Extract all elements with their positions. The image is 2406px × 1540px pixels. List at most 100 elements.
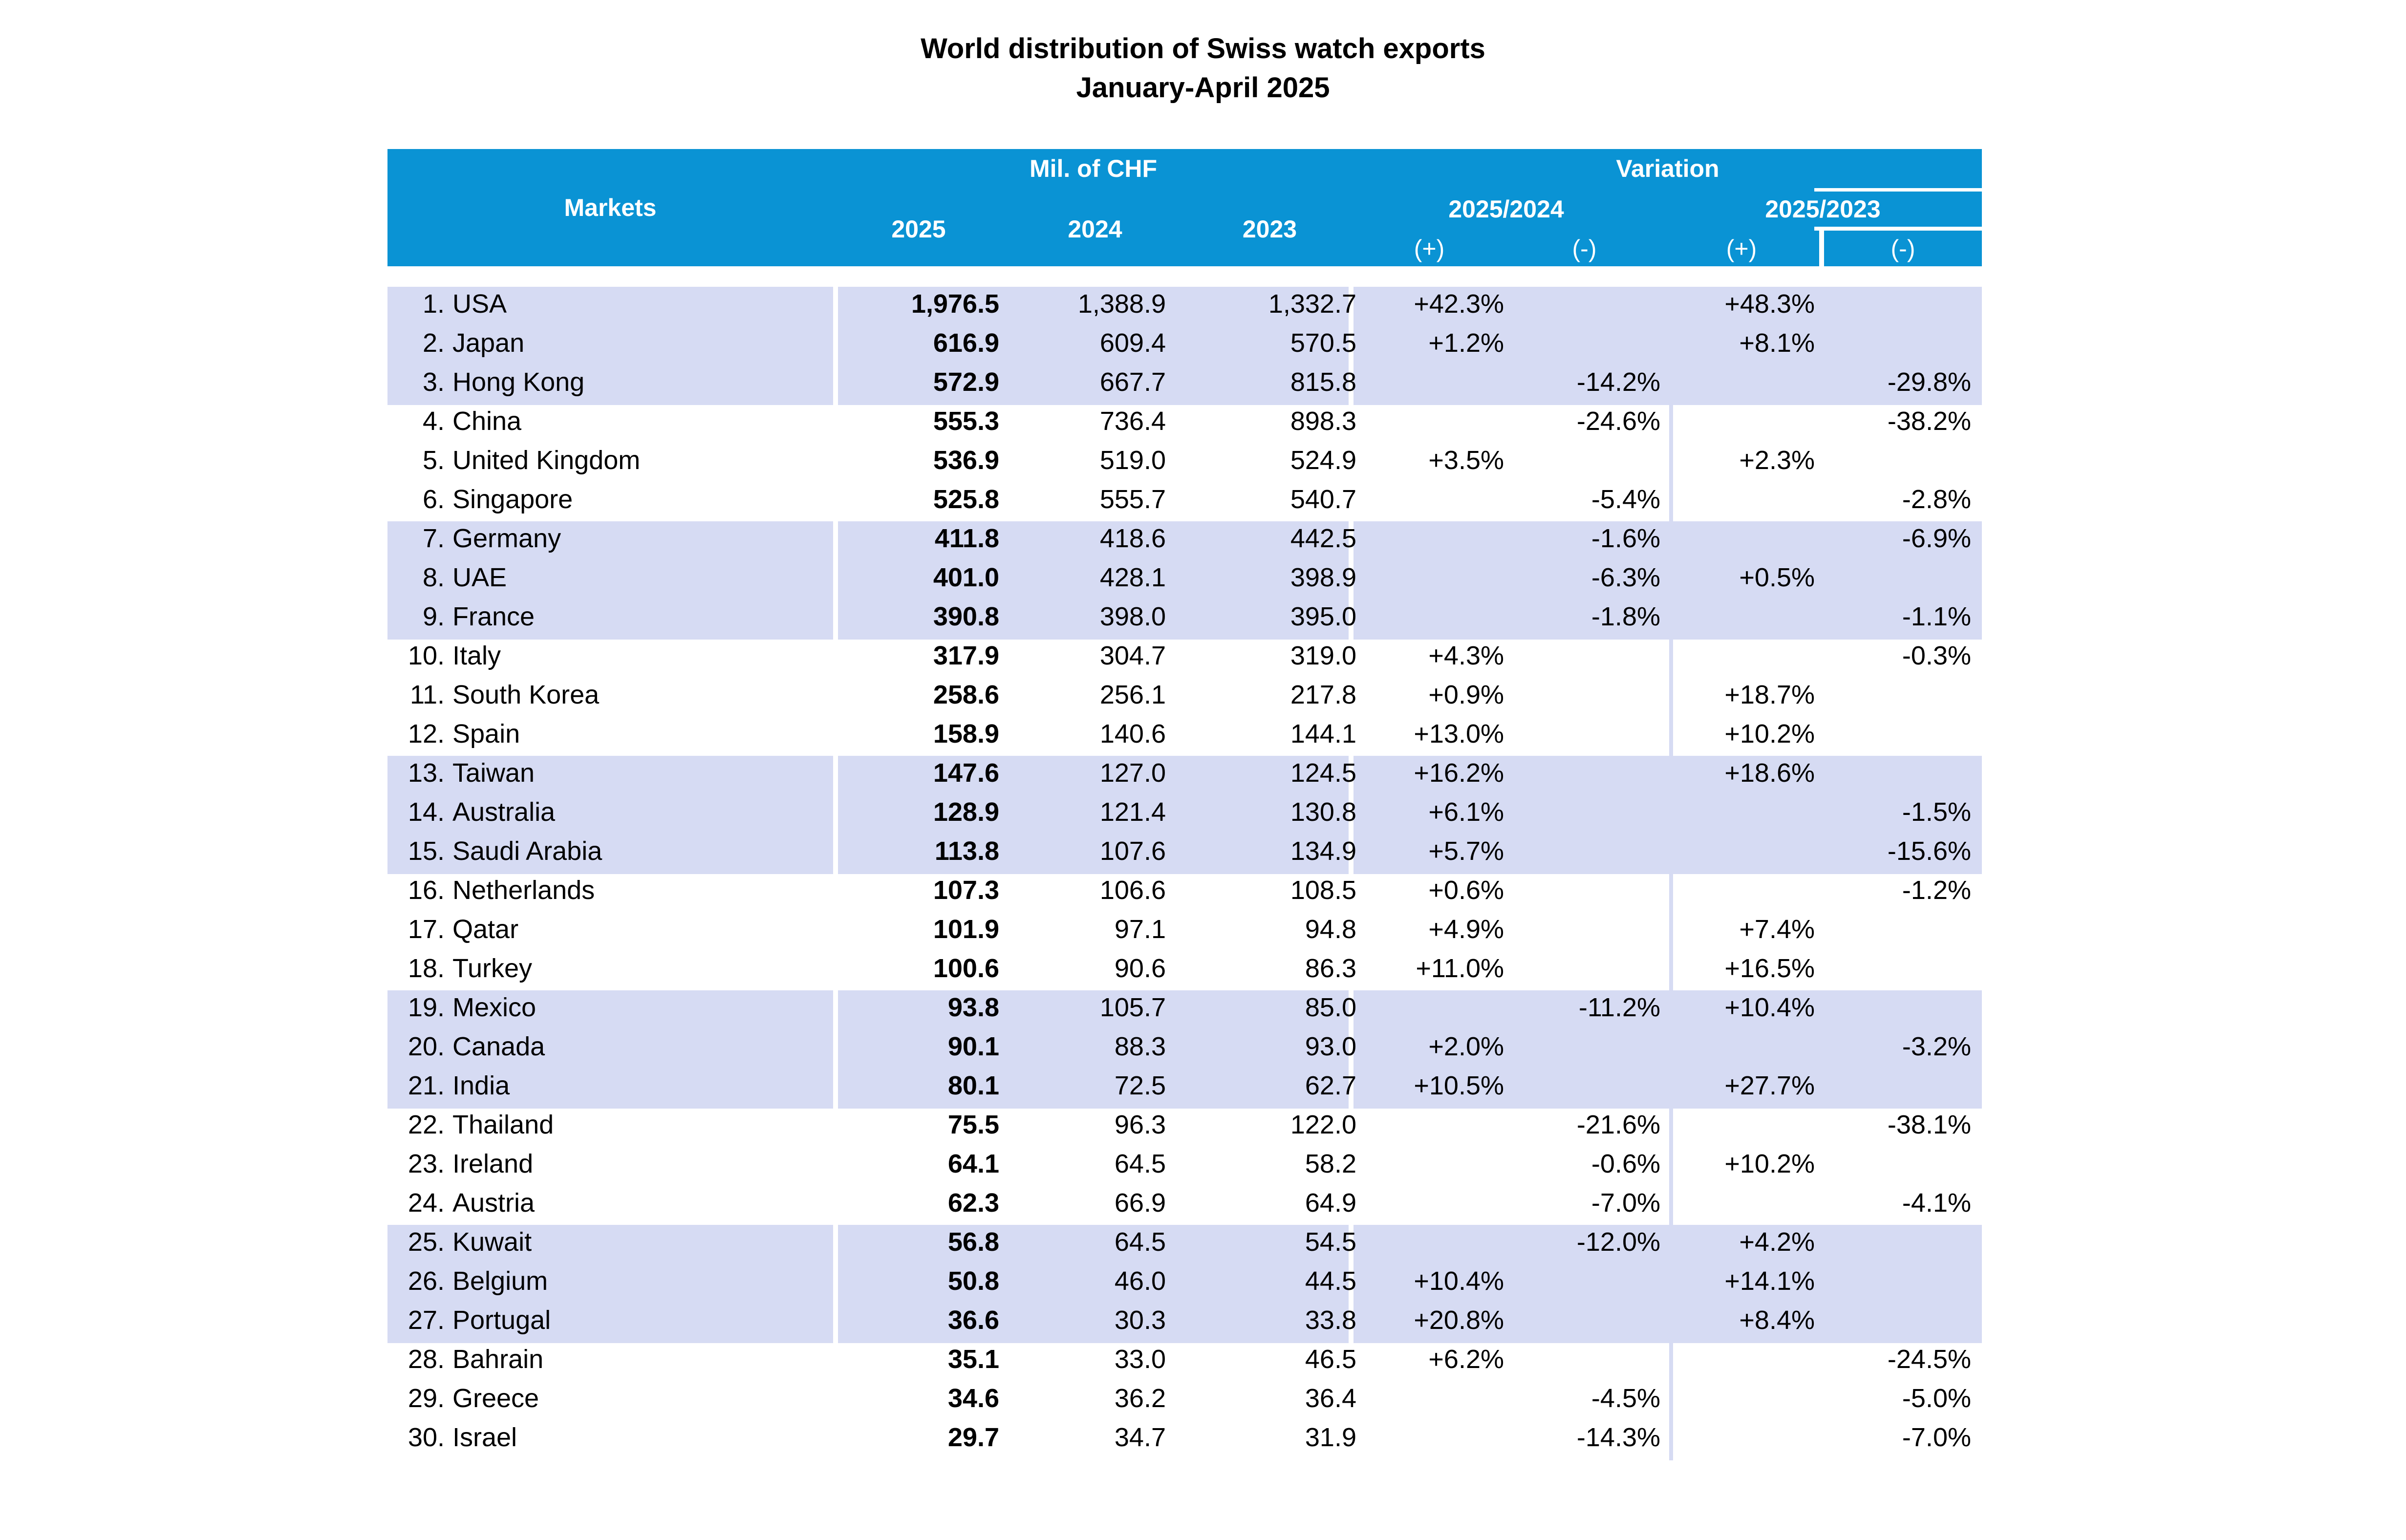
header-minus-2024: (-) [1510,231,1659,266]
row-rank: 9. [422,602,445,631]
variation-2023-minus: -24.5% [1887,1345,1971,1374]
table-row: 27. Portugal 36.6 30.3 33.8 +20.8% +8.4% [387,1301,1982,1340]
value-2024: 609.4 [1099,328,1166,358]
row-rank: 7. [422,524,445,553]
value-2024: 90.6 [1114,954,1166,983]
header-plus-2024: (+) [1353,231,1505,266]
row-market: Mexico [452,993,537,1022]
value-2024: 667.7 [1099,367,1166,397]
value-2025: 525.8 [933,485,999,514]
value-2025: 101.9 [933,915,999,944]
value-2025: 29.7 [947,1423,999,1452]
value-2024: 64.5 [1114,1149,1166,1178]
table-row: 22. Thailand 75.5 96.3 122.0 -21.6% -38.1% [387,1105,1982,1144]
variation-2023-minus: -3.2% [1902,1032,1971,1061]
header-plus-2023: (+) [1664,231,1819,266]
header-var-2025-2024: 2025/2024 [1353,192,1659,227]
value-2025: 80.1 [947,1071,999,1100]
row-band [387,756,1982,874]
variation-2023-minus: -5.0% [1902,1384,1971,1413]
row-market: Taiwan [452,758,535,788]
value-2024: 519.0 [1099,446,1166,475]
row-market: Netherlands [452,876,595,905]
value-2023: 124.5 [1290,758,1356,788]
variation-2024-minus: -0.6% [1591,1149,1660,1178]
table-row: 18. Turkey 100.6 90.6 86.3 +11.0% +16.5% [387,949,1982,988]
value-2023: 319.0 [1290,641,1356,670]
table-row: 29. Greece 34.6 36.2 36.4 -4.5% -5.0% [387,1379,1982,1418]
row-rank: 27. [408,1305,445,1335]
variation-2023-minus [387,441,1971,480]
value-2023: 398.9 [1290,563,1356,592]
variation-2023-plus: +48.3% [1724,289,1815,319]
row-market: UAE [452,563,507,592]
variation-2024-plus: +10.5% [1414,1071,1504,1100]
variation-2024-minus: -24.6% [1576,406,1660,436]
variation-2024-plus: +11.0% [1416,954,1504,983]
variation-2023-plus: +27.7% [1724,1071,1815,1100]
variation-divider [1669,640,1673,757]
row-band [387,287,1982,405]
variation-2023-minus [387,1222,1971,1262]
value-2023: 64.9 [1305,1188,1356,1218]
band-column-gap [1349,287,1353,405]
table-row: 20. Canada 90.1 88.3 93.0 +2.0% -3.2% [387,1027,1982,1066]
table-row: 14. Australia 128.9 121.4 130.8 +6.1% -1.5% [387,792,1982,832]
value-2023: 524.9 [1290,446,1356,475]
value-2023: 540.7 [1290,485,1356,514]
row-rank: 16. [408,876,445,905]
row-market: United Kingdom [452,446,641,475]
table-row: 8. UAE 401.0 428.1 398.9 -6.3% +0.5% [387,558,1982,597]
header-markets: Markets [387,149,833,266]
variation-2023-minus [387,1066,1971,1105]
value-2025: 75.5 [947,1110,999,1139]
table-row: 2. Japan 616.9 609.4 570.5 +1.2% +8.1% [387,323,1982,363]
row-market: Singapore [452,485,573,514]
row-rank: 14. [408,797,445,827]
row-rank: 8. [422,563,445,592]
header-variation: Variation [1353,149,1982,188]
value-2023: 395.0 [1290,602,1356,631]
variation-2023-minus: -15.6% [1887,836,1971,866]
table-subtitle: January-April 2025 [1076,72,1330,104]
variation-2023-plus: +0.5% [1739,563,1815,592]
value-2024: 428.1 [1099,563,1166,592]
value-2025: 93.8 [947,993,999,1022]
row-market: Belgium [452,1266,548,1296]
row-market: Hong Kong [452,367,585,397]
row-rank: 28. [408,1345,445,1374]
row-rank: 25. [408,1227,445,1257]
variation-2024-plus: +20.8% [1414,1305,1504,1335]
variation-2024-plus: +42.3% [1414,289,1504,319]
header-minus-2023: (-) [1824,231,1982,266]
band-column-gap [1349,756,1353,874]
table-row: 25. Kuwait 56.8 64.5 54.5 -12.0% +4.2% [387,1222,1982,1262]
variation-2023-plus: +10.2% [1724,1149,1815,1178]
row-rank: 22. [408,1110,445,1139]
value-2023: 898.3 [1290,406,1356,436]
variation-2023-plus: +7.4% [1739,915,1815,944]
value-2025: 113.8 [934,836,999,866]
value-2025: 100.6 [933,954,999,983]
value-2023: 31.9 [1305,1423,1356,1452]
value-2025: 90.1 [947,1032,999,1061]
header-2023: 2023 [1191,192,1349,266]
variation-2024-minus: -7.0% [1591,1188,1660,1218]
row-market: Japan [452,328,525,358]
value-2025: 572.9 [933,367,999,397]
value-2025: 62.3 [947,1188,999,1218]
variation-2024-minus: -11.2% [1578,993,1660,1022]
variation-2023-minus: -1.2% [1902,876,1971,905]
row-rank: 20. [408,1032,445,1061]
row-band [387,521,1982,640]
value-2025: 317.9 [933,641,999,670]
variation-2024-minus: -14.2% [1576,367,1660,397]
row-rank: 11. [409,680,445,709]
value-2025: 411.8 [934,524,999,553]
value-2023: 58.2 [1305,1149,1356,1178]
band-column-gap [833,287,838,405]
variation-2023-plus: +2.3% [1739,446,1815,475]
value-2024: 140.6 [1099,719,1166,749]
variation-2024-plus: +0.6% [1428,876,1504,905]
